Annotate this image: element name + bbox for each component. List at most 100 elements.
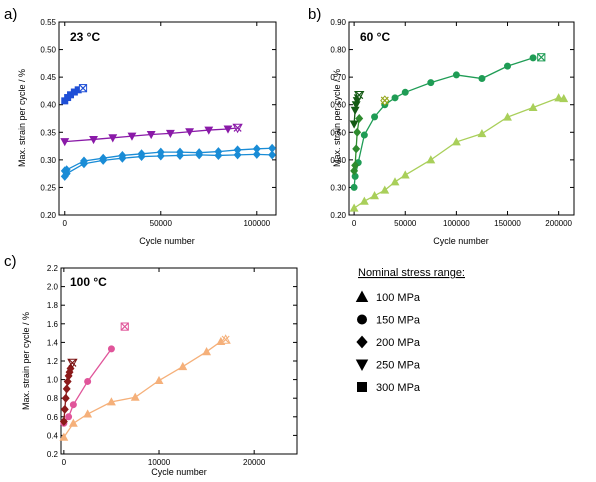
data-point bbox=[380, 185, 390, 194]
data-point bbox=[165, 129, 175, 139]
legend-item: 300 MPa bbox=[357, 382, 421, 394]
data-point bbox=[154, 375, 164, 385]
data-point bbox=[65, 413, 73, 421]
x-tick-label: 50000 bbox=[394, 219, 417, 228]
series-line bbox=[64, 127, 238, 143]
data-point bbox=[355, 113, 364, 124]
failure-point bbox=[78, 84, 88, 93]
data-point bbox=[353, 127, 362, 137]
y-tick-label: 0.40 bbox=[330, 156, 346, 165]
failure-point bbox=[354, 90, 365, 101]
plot-frame bbox=[348, 21, 575, 216]
legend-marker-triangle-up bbox=[355, 290, 369, 302]
failure-point-cross-b bbox=[221, 335, 230, 344]
data-point bbox=[528, 102, 538, 111]
data-point bbox=[99, 155, 108, 165]
series-line bbox=[64, 147, 273, 172]
series-2 bbox=[59, 363, 75, 426]
data-point bbox=[352, 144, 361, 154]
x-tick-label: 100000 bbox=[243, 219, 270, 228]
y-tick-label: 0.50 bbox=[330, 128, 346, 137]
failure-point-cross-b bbox=[380, 96, 389, 105]
data-point bbox=[504, 62, 512, 70]
y-tick-label: 0.70 bbox=[330, 73, 346, 82]
series-3 bbox=[67, 358, 78, 369]
plot-frame bbox=[60, 267, 298, 455]
y-tick-label: 0.8 bbox=[47, 394, 59, 403]
data-point bbox=[195, 150, 204, 160]
data-point bbox=[214, 150, 223, 160]
y-tick-label: 0.6 bbox=[47, 413, 59, 422]
series-1 bbox=[60, 345, 115, 427]
data-point bbox=[60, 404, 69, 414]
failure-point bbox=[220, 334, 231, 344]
data-point bbox=[477, 129, 487, 138]
data-point bbox=[452, 71, 460, 79]
failure-point bbox=[232, 123, 243, 134]
data-point bbox=[350, 183, 358, 191]
data-point bbox=[69, 401, 77, 409]
temperature-label: 100 °C bbox=[70, 275, 107, 289]
data-point bbox=[84, 377, 92, 385]
y-tick-label: 0.25 bbox=[40, 183, 56, 192]
data-point bbox=[204, 126, 214, 135]
data-point bbox=[59, 416, 68, 426]
x-tick-label: 0 bbox=[63, 219, 68, 228]
data-point bbox=[202, 347, 212, 356]
data-point bbox=[350, 106, 360, 115]
y-tick-label: 0.40 bbox=[40, 101, 56, 110]
chart-a: 0 50000 100000 0.20 0.25 0.30 0.35 0.40 0.45 0.50… bbox=[17, 18, 277, 246]
x-tick-label: 50000 bbox=[150, 219, 173, 228]
y-tick-label: 0.80 bbox=[330, 46, 346, 55]
legend-label: 250 MPa bbox=[376, 360, 421, 372]
data-point bbox=[89, 135, 99, 145]
data-point bbox=[426, 155, 436, 164]
y-tick-label: 0.20 bbox=[40, 211, 56, 220]
legend-item: 200 MPa bbox=[356, 335, 421, 349]
y-tick-label: 0.90 bbox=[330, 18, 346, 27]
data-point bbox=[130, 392, 140, 401]
failure-point bbox=[67, 358, 78, 369]
legend-item: 250 MPa bbox=[355, 359, 421, 372]
y-tick-label: 2.2 bbox=[47, 264, 59, 273]
failure-point bbox=[120, 322, 129, 331]
data-point bbox=[178, 361, 188, 371]
failure-point-cross-b bbox=[355, 91, 364, 100]
series-3 bbox=[60, 149, 277, 181]
legend-label: 300 MPa bbox=[376, 382, 421, 394]
data-point bbox=[223, 125, 233, 134]
legend-items: 100 MPa 150 MPa 200 MPa 250 MPa 300 MPa bbox=[355, 290, 421, 394]
failure-point-cross-b bbox=[68, 358, 77, 367]
x-tick-label: 10000 bbox=[148, 458, 171, 467]
data-point bbox=[61, 393, 70, 403]
data-point bbox=[478, 75, 486, 83]
data-point bbox=[559, 94, 569, 103]
legend-marker-triangle-down bbox=[355, 359, 369, 371]
series-4 bbox=[349, 90, 365, 129]
data-point bbox=[252, 149, 261, 159]
x-tick-label: 200000 bbox=[545, 219, 572, 228]
data-point bbox=[371, 113, 379, 121]
data-point bbox=[79, 159, 88, 169]
series-0 bbox=[537, 53, 546, 62]
y-tick-label: 0.30 bbox=[330, 183, 346, 192]
y-tick-label: 0.35 bbox=[40, 128, 56, 137]
data-point bbox=[503, 112, 512, 121]
data-point bbox=[391, 94, 399, 102]
panel-b-letter: b) bbox=[308, 6, 321, 23]
legend-marker-diamond bbox=[356, 335, 368, 349]
data-point bbox=[349, 203, 359, 212]
series-1 bbox=[350, 54, 537, 191]
data-point bbox=[60, 138, 70, 147]
y-tick-label: 0.20 bbox=[330, 211, 346, 220]
x-axis-label: Cycle number bbox=[151, 467, 207, 477]
series-5 bbox=[349, 93, 569, 212]
data-point bbox=[400, 170, 410, 179]
series-2 bbox=[60, 143, 277, 176]
data-point bbox=[127, 132, 137, 141]
data-point bbox=[108, 134, 118, 143]
data-point bbox=[370, 191, 380, 200]
series-4 bbox=[59, 334, 231, 441]
data-point bbox=[107, 345, 115, 353]
failure-point-cross-b bbox=[78, 84, 88, 93]
